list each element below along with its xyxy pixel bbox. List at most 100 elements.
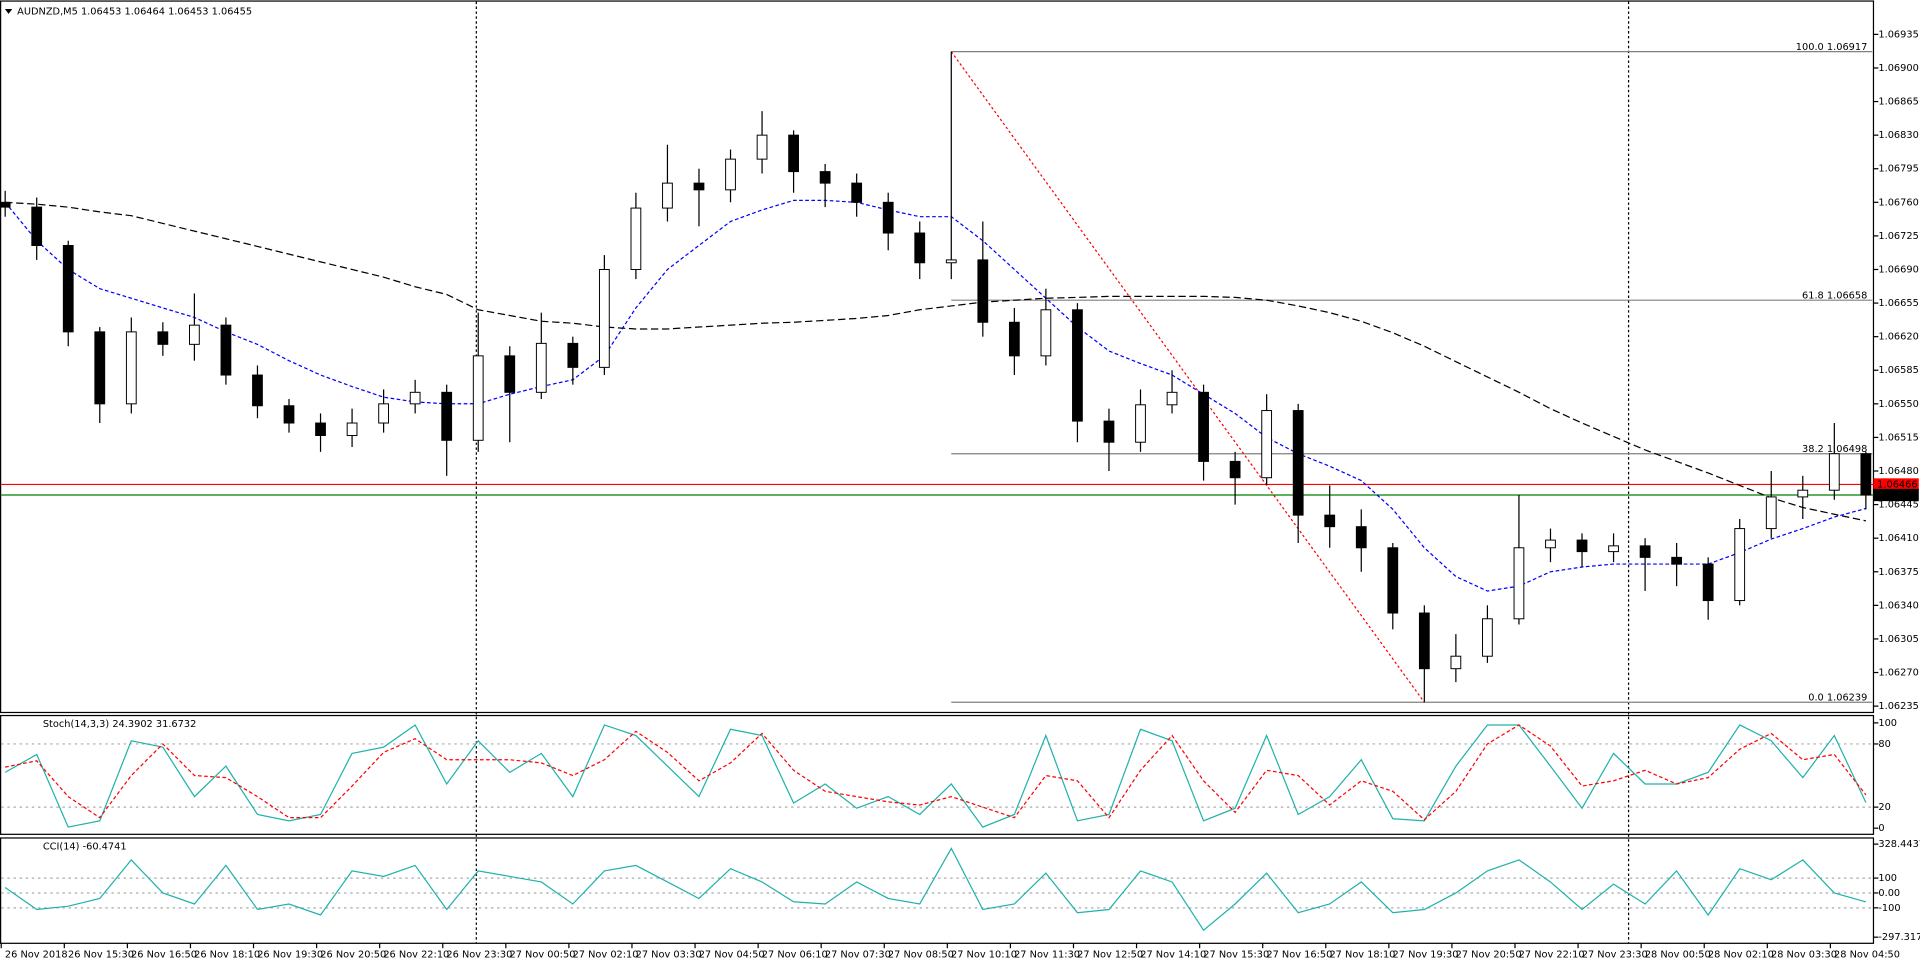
candle-body	[945, 259, 957, 264]
indicator-line	[4, 724, 1867, 828]
candle-body	[1135, 404, 1146, 443]
candle-body	[1576, 539, 1588, 553]
candle-body	[914, 232, 926, 264]
indicator-value: -60.4741	[83, 842, 127, 853]
header-open: 1.06453	[81, 6, 121, 17]
candle-body	[315, 422, 326, 436]
x-tick-label: 26 Nov 22:10	[383, 949, 449, 960]
x-tick-label: 27 Nov 08:50	[888, 949, 954, 960]
candle-body	[1828, 453, 1840, 491]
x-tick-label: 28 Nov 02:10	[1708, 949, 1774, 960]
candle-body	[1639, 545, 1651, 558]
x-tick-label: 27 Nov 03:30	[636, 949, 702, 960]
candle-body	[409, 391, 421, 405]
y-tick-label: 1.06305	[1878, 634, 1918, 645]
x-tick-label: 27 Nov 18:10	[1329, 949, 1395, 960]
y-tick-label: -297.3179	[1878, 932, 1920, 943]
y-tick-label: 1.06900	[1878, 63, 1918, 74]
candle-body	[693, 182, 705, 191]
x-tick-label: 27 Nov 04:50	[699, 949, 765, 960]
y-tick-label: 1.06725	[1878, 231, 1918, 242]
x-tick-label: 27 Nov 20:50	[1456, 949, 1522, 960]
indicator-line	[5, 724, 1867, 821]
header-low: 1.06453	[168, 6, 208, 17]
x-tick-label: 27 Nov 19:30	[1393, 949, 1459, 960]
x-tick-label: 27 Nov 22:10	[1519, 949, 1585, 960]
candle-body	[1324, 514, 1336, 528]
candle-body	[1198, 391, 1209, 462]
y-tick-label: 80	[1878, 739, 1890, 750]
menu-triangle	[4, 9, 13, 14]
candle-body	[977, 259, 989, 323]
candle-body	[346, 422, 358, 436]
moving-average	[5, 201, 1867, 522]
y-tick-label: 1.06375	[1878, 567, 1918, 578]
indicator-line	[4, 847, 1867, 932]
candle-body	[1166, 391, 1178, 406]
candle-body	[1355, 526, 1367, 549]
y-tick-label: 1.06515	[1878, 432, 1918, 443]
y-tick-label: 1.06655	[1878, 298, 1918, 309]
candle-body	[504, 355, 516, 393]
x-tick-label: 26 Nov 18:10	[194, 949, 260, 960]
y-tick-label: 0.00	[1878, 888, 1900, 899]
candle-body	[472, 355, 484, 441]
x-tick-label: 27 Nov 10:10	[951, 949, 1017, 960]
candle-body	[1418, 612, 1430, 670]
x-tick-label: 26 Nov 16:50	[131, 949, 197, 960]
candle-body	[1860, 453, 1872, 496]
candle-body	[220, 324, 232, 376]
stoch-panel-frame	[0, 714, 1875, 835]
candle-body	[662, 182, 673, 209]
fib-label: 0.0 1.06239	[1808, 692, 1867, 703]
plot-layer: 1.06235 1.06270 1.06305 1.06340 1.06375 1.064…	[0, 29, 1920, 960]
y-tick-label: 1.06445	[1878, 500, 1918, 511]
candle-body	[125, 331, 137, 405]
candle-body	[598, 269, 610, 368]
candle-body	[1229, 460, 1241, 479]
y-tick-label: -100	[1878, 903, 1900, 914]
candle-body	[1545, 539, 1556, 549]
x-tick-label: 27 Nov 06:10	[762, 949, 828, 960]
fib-label: 100.0 1.06917	[1796, 42, 1868, 53]
y-tick-label: 1.06550	[1878, 399, 1918, 410]
cci-panel-frame	[0, 837, 1875, 944]
y-tick-label: 1.06340	[1878, 600, 1918, 611]
moving-average	[4, 199, 1867, 592]
candle-body	[94, 331, 106, 405]
main-panel-frame	[0, 0, 1875, 714]
y-tick-label: 1.06935	[1878, 29, 1918, 40]
y-tick-label: 328.4437	[1878, 839, 1920, 850]
x-tick-label: 28 Nov 00:50	[1645, 949, 1711, 960]
price-label: 1.06455	[1877, 490, 1917, 501]
price-label-box	[1873, 488, 1919, 502]
candle-body	[1261, 410, 1273, 479]
candle-body	[819, 171, 831, 184]
x-tick-label: 27 Nov 00:50	[509, 949, 575, 960]
header: AUDNZD,M5 1.06453 1.06464 1.06453 1.0645…	[17, 6, 252, 17]
candle-body	[756, 134, 768, 160]
candle-body	[189, 324, 200, 345]
candle-body	[1482, 618, 1493, 657]
x-tick-label: 27 Nov 11:30	[1014, 949, 1080, 960]
y-tick-label: 1.06235	[1878, 701, 1918, 712]
price-label-box	[1873, 478, 1919, 491]
header-high: 1.06464	[125, 6, 165, 17]
y-tick-label: 1.06585	[1878, 365, 1918, 376]
candle-body	[1797, 489, 1809, 498]
y-tick-label: 1.06795	[1878, 164, 1918, 175]
x-tick-label: 27 Nov 16:50	[1266, 949, 1332, 960]
candle-body	[851, 182, 863, 203]
x-tick-label: 27 Nov 07:30	[825, 949, 891, 960]
y-tick-label: 20	[1878, 802, 1890, 813]
y-tick-label: 1.06410	[1878, 533, 1918, 544]
y-tick-label: 1.06760	[1878, 197, 1918, 208]
y-tick-label: 1.06480	[1878, 466, 1918, 477]
fib-label: 61.8 1.06658	[1802, 290, 1867, 301]
x-tick-label: 28 Nov 04:50	[1834, 949, 1900, 960]
y-tick-label: 1.06830	[1878, 130, 1918, 141]
candle-body	[725, 158, 736, 191]
price-label: 1.06466	[1877, 479, 1917, 490]
